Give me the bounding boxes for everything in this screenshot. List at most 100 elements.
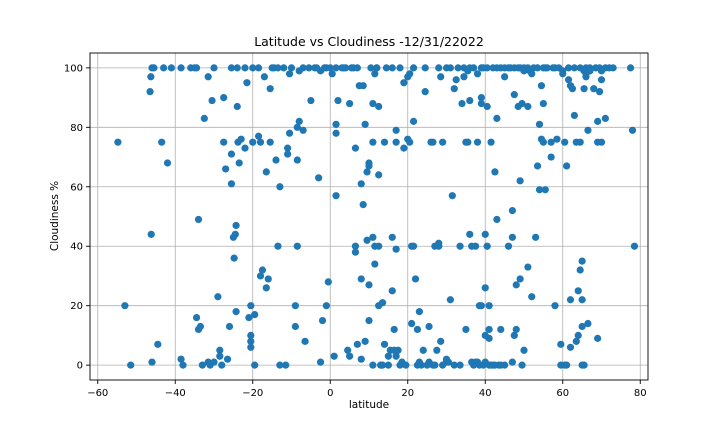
data-point: [481, 284, 489, 292]
data-point: [518, 99, 526, 108]
data-point: [464, 138, 472, 146]
data-point: [409, 242, 418, 250]
data-point: [220, 138, 228, 146]
data-point: [470, 64, 478, 72]
data-point: [256, 138, 265, 146]
data-point: [380, 340, 389, 348]
chart-title: Latitude vs Cloudiness -12/31/22022: [254, 34, 484, 49]
data-point: [204, 73, 212, 81]
data-point: [274, 64, 282, 72]
data-point: [609, 64, 617, 72]
x-tick-label: 40: [479, 388, 492, 399]
data-point: [359, 201, 367, 209]
data-point: [518, 361, 526, 369]
data-point: [392, 126, 400, 134]
data-point: [539, 99, 547, 108]
data-point: [477, 302, 485, 310]
data-point: [177, 355, 185, 363]
data-point: [450, 85, 458, 93]
data-point: [628, 126, 637, 134]
data-point: [369, 99, 377, 108]
data-point: [249, 138, 257, 146]
data-point: [227, 180, 236, 188]
data-point: [390, 325, 398, 334]
y-tick-label: 80: [70, 123, 83, 134]
data-point: [247, 302, 255, 310]
data-point: [284, 150, 292, 158]
data-point: [516, 177, 524, 185]
data-point: [272, 156, 280, 164]
data-point: [597, 138, 606, 146]
data-point: [369, 138, 377, 146]
data-point: [446, 64, 454, 72]
data-point: [409, 117, 418, 125]
data-point: [251, 311, 259, 319]
data-point: [285, 70, 294, 78]
data-point: [307, 96, 315, 105]
data-point: [497, 325, 505, 334]
data-point: [359, 82, 367, 90]
data-point: [247, 331, 255, 340]
y-axis: 0 20 40 60 80 100: [64, 63, 90, 372]
x-tick-label: 80: [634, 388, 647, 399]
data-point: [570, 111, 578, 120]
data-point: [293, 242, 301, 250]
data-point: [493, 114, 501, 122]
data-point: [388, 64, 396, 72]
data-point: [535, 120, 544, 128]
y-tick-label: 40: [70, 242, 83, 253]
data-point: [210, 64, 218, 72]
data-point: [127, 361, 135, 369]
data-point: [249, 64, 257, 72]
data-point: [439, 138, 447, 146]
data-point: [580, 361, 588, 369]
data-point: [578, 296, 586, 304]
x-axis-label: latitude: [349, 399, 389, 411]
data-point: [528, 293, 536, 301]
data-point: [574, 287, 582, 295]
y-tick-label: 0: [77, 361, 83, 372]
data-point: [568, 85, 577, 93]
data-point: [285, 129, 294, 137]
data-point: [510, 331, 518, 340]
data-point: [163, 159, 172, 167]
data-point: [287, 64, 296, 72]
data-point: [413, 325, 422, 334]
data-point: [227, 64, 236, 72]
data-point: [537, 82, 546, 90]
data-point: [466, 230, 474, 238]
data-point: [258, 266, 267, 274]
data-point: [365, 316, 373, 325]
data-point: [148, 358, 156, 366]
x-axis: −60 −40 −20 0 20 40 60 80: [87, 380, 647, 399]
data-point: [194, 215, 203, 224]
data-point: [415, 308, 423, 316]
data-point: [524, 102, 532, 111]
data-point: [384, 352, 392, 360]
gridlines: [90, 53, 648, 380]
data-point: [276, 361, 284, 369]
data-point: [220, 93, 228, 102]
data-point: [388, 233, 396, 241]
data-point: [532, 233, 540, 241]
data-point: [266, 138, 274, 146]
data-point: [485, 325, 493, 334]
data-point: [371, 260, 379, 268]
data-point: [392, 245, 400, 253]
data-point: [231, 230, 239, 238]
data-point: [559, 70, 567, 78]
data-point: [630, 242, 639, 250]
data-point: [147, 230, 155, 238]
data-point: [210, 358, 218, 366]
data-point: [524, 263, 532, 271]
data-point: [388, 287, 396, 295]
data-point: [147, 73, 155, 81]
data-point: [262, 284, 270, 292]
data-point: [332, 192, 340, 200]
data-point: [411, 275, 420, 283]
data-point: [487, 138, 495, 146]
data-point: [251, 361, 259, 369]
data-point: [483, 64, 491, 72]
data-point: [223, 355, 232, 363]
